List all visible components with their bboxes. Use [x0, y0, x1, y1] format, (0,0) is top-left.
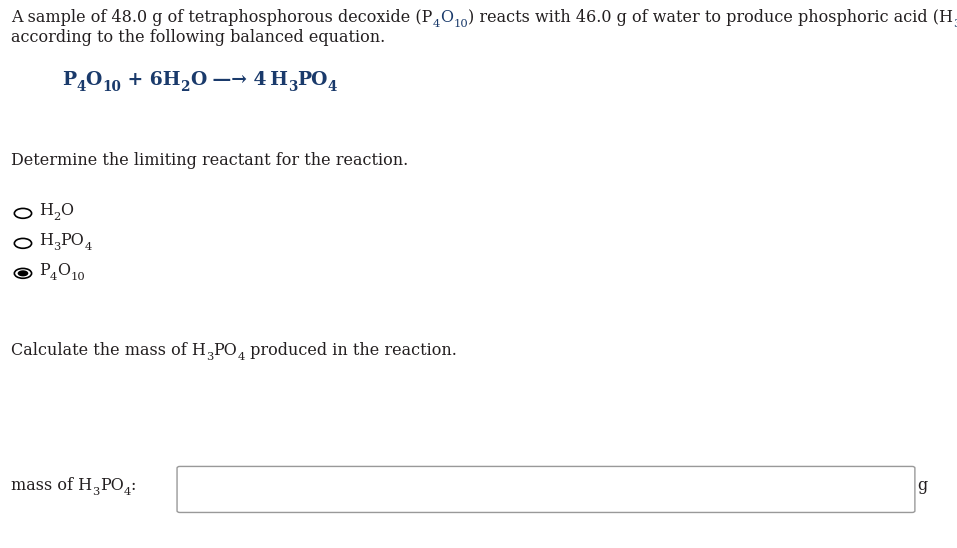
Text: 3: 3 — [54, 242, 60, 252]
Text: P: P — [62, 71, 77, 89]
Text: 2: 2 — [180, 79, 189, 94]
Text: 4: 4 — [433, 19, 440, 29]
Text: :: : — [131, 477, 136, 494]
Text: PO: PO — [60, 232, 84, 249]
Circle shape — [14, 208, 32, 218]
Text: g: g — [917, 477, 927, 494]
Text: according to the following balanced equation.: according to the following balanced equa… — [11, 29, 386, 46]
Circle shape — [14, 269, 32, 278]
Text: 10: 10 — [453, 19, 468, 29]
Text: Determine the limiting reactant for the reaction.: Determine the limiting reactant for the … — [11, 152, 409, 169]
Text: 4: 4 — [237, 352, 245, 362]
Circle shape — [17, 270, 29, 276]
Text: O: O — [189, 71, 206, 89]
Text: O: O — [60, 202, 74, 219]
Text: P: P — [39, 262, 50, 279]
Text: 10: 10 — [70, 272, 85, 282]
Circle shape — [14, 238, 32, 248]
Text: 3: 3 — [207, 352, 213, 362]
Text: PO: PO — [213, 342, 237, 359]
Text: O: O — [86, 71, 102, 89]
Text: ) reacts with 46.0 g of water to produce phosphoric acid (H: ) reacts with 46.0 g of water to produce… — [468, 9, 953, 26]
Text: —→ 4 H: —→ 4 H — [206, 71, 288, 89]
Text: 3: 3 — [288, 79, 298, 94]
FancyBboxPatch shape — [177, 466, 915, 512]
Text: A sample of 48.0 g of tetraphosphorous decoxide (P: A sample of 48.0 g of tetraphosphorous d… — [11, 9, 433, 26]
Text: 3: 3 — [93, 487, 100, 497]
Text: Calculate the mass of H: Calculate the mass of H — [11, 342, 207, 359]
Text: + 6H: + 6H — [121, 71, 180, 89]
Text: PO: PO — [298, 71, 328, 89]
Text: mass of H: mass of H — [11, 477, 93, 494]
Text: 4: 4 — [123, 487, 131, 497]
Text: O: O — [57, 262, 70, 279]
Text: 4: 4 — [50, 272, 57, 282]
Text: 3: 3 — [953, 19, 957, 29]
Text: O: O — [440, 9, 453, 26]
Text: 2: 2 — [54, 212, 60, 222]
Text: 4: 4 — [328, 79, 337, 94]
Text: 10: 10 — [102, 79, 121, 94]
Text: H: H — [39, 232, 54, 249]
Text: 4: 4 — [84, 242, 92, 252]
Text: H: H — [39, 202, 54, 219]
Text: produced in the reaction.: produced in the reaction. — [245, 342, 456, 359]
Text: PO: PO — [100, 477, 123, 494]
Text: 4: 4 — [77, 79, 86, 94]
